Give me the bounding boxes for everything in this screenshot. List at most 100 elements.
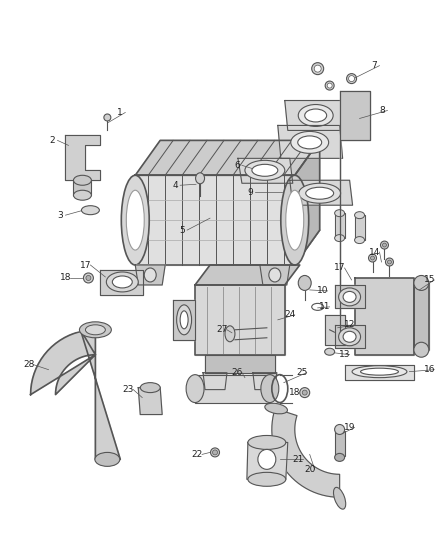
Ellipse shape <box>327 83 332 88</box>
Polygon shape <box>195 285 285 355</box>
Polygon shape <box>195 265 300 285</box>
Ellipse shape <box>261 375 279 402</box>
Ellipse shape <box>298 136 321 149</box>
Text: 26: 26 <box>231 368 243 377</box>
Text: 18: 18 <box>60 273 71 282</box>
Ellipse shape <box>144 268 156 282</box>
Polygon shape <box>253 373 277 390</box>
Ellipse shape <box>371 256 374 260</box>
Ellipse shape <box>346 74 357 84</box>
Text: 15: 15 <box>424 276 435 285</box>
Ellipse shape <box>180 311 188 329</box>
Polygon shape <box>339 91 370 340</box>
Text: 18: 18 <box>289 388 300 397</box>
Polygon shape <box>247 442 288 479</box>
Ellipse shape <box>343 292 356 302</box>
Text: 17: 17 <box>80 261 91 270</box>
Ellipse shape <box>414 342 429 357</box>
Ellipse shape <box>333 487 346 509</box>
Ellipse shape <box>211 448 219 457</box>
Text: 1: 1 <box>117 108 123 117</box>
Ellipse shape <box>258 449 276 470</box>
Ellipse shape <box>335 235 345 241</box>
Text: 25: 25 <box>296 368 307 377</box>
Ellipse shape <box>248 472 286 486</box>
Text: 19: 19 <box>344 423 355 432</box>
Polygon shape <box>238 158 293 183</box>
Bar <box>195 375 270 402</box>
Text: 23: 23 <box>123 385 134 394</box>
Ellipse shape <box>314 65 321 72</box>
Ellipse shape <box>300 387 310 398</box>
Ellipse shape <box>381 241 389 249</box>
Polygon shape <box>278 125 343 158</box>
Ellipse shape <box>95 453 120 466</box>
Polygon shape <box>355 215 364 240</box>
Ellipse shape <box>299 183 341 203</box>
Text: 12: 12 <box>344 320 355 329</box>
Polygon shape <box>205 355 275 373</box>
Ellipse shape <box>298 276 311 290</box>
Text: 6: 6 <box>234 161 240 170</box>
Ellipse shape <box>126 190 144 250</box>
Ellipse shape <box>291 132 328 154</box>
Ellipse shape <box>368 254 377 262</box>
Text: 2: 2 <box>50 136 55 145</box>
Polygon shape <box>345 365 414 379</box>
Polygon shape <box>31 330 120 459</box>
Text: 11: 11 <box>319 302 330 311</box>
Ellipse shape <box>121 175 149 265</box>
Ellipse shape <box>388 260 392 264</box>
Ellipse shape <box>286 190 304 250</box>
Polygon shape <box>135 140 320 175</box>
Ellipse shape <box>252 164 278 176</box>
Polygon shape <box>135 230 320 265</box>
Ellipse shape <box>302 390 307 395</box>
Polygon shape <box>203 373 227 390</box>
Ellipse shape <box>81 206 99 215</box>
Polygon shape <box>66 135 100 180</box>
Polygon shape <box>138 387 162 415</box>
Polygon shape <box>414 283 429 350</box>
Ellipse shape <box>298 104 333 126</box>
Polygon shape <box>295 140 320 265</box>
Text: 21: 21 <box>292 455 304 464</box>
Text: 3: 3 <box>58 211 64 220</box>
Ellipse shape <box>140 383 160 393</box>
Polygon shape <box>355 278 414 355</box>
Polygon shape <box>173 300 195 340</box>
Ellipse shape <box>335 424 345 434</box>
Ellipse shape <box>106 272 138 292</box>
Text: 4: 4 <box>172 181 178 190</box>
Ellipse shape <box>186 375 204 402</box>
Text: 10: 10 <box>317 286 328 295</box>
Text: 20: 20 <box>304 465 315 474</box>
Ellipse shape <box>352 366 407 378</box>
Text: 9: 9 <box>247 188 253 197</box>
Ellipse shape <box>312 63 324 75</box>
Text: 28: 28 <box>23 360 34 369</box>
Ellipse shape <box>74 190 92 200</box>
Bar <box>335 432 345 456</box>
Polygon shape <box>135 265 165 285</box>
Ellipse shape <box>265 403 287 414</box>
Polygon shape <box>290 180 353 205</box>
Text: 24: 24 <box>284 310 295 319</box>
Ellipse shape <box>83 273 93 283</box>
Text: 13: 13 <box>339 350 350 359</box>
Ellipse shape <box>85 325 106 335</box>
Ellipse shape <box>79 322 111 338</box>
Ellipse shape <box>306 187 334 199</box>
Ellipse shape <box>104 114 111 121</box>
Ellipse shape <box>225 326 235 342</box>
Ellipse shape <box>269 268 281 282</box>
Ellipse shape <box>339 328 360 346</box>
Ellipse shape <box>339 288 360 306</box>
Polygon shape <box>335 325 364 348</box>
Text: 14: 14 <box>369 247 380 256</box>
Polygon shape <box>272 408 339 497</box>
Polygon shape <box>135 175 295 265</box>
Polygon shape <box>260 265 290 285</box>
Text: 5: 5 <box>179 225 185 235</box>
Ellipse shape <box>360 368 399 375</box>
